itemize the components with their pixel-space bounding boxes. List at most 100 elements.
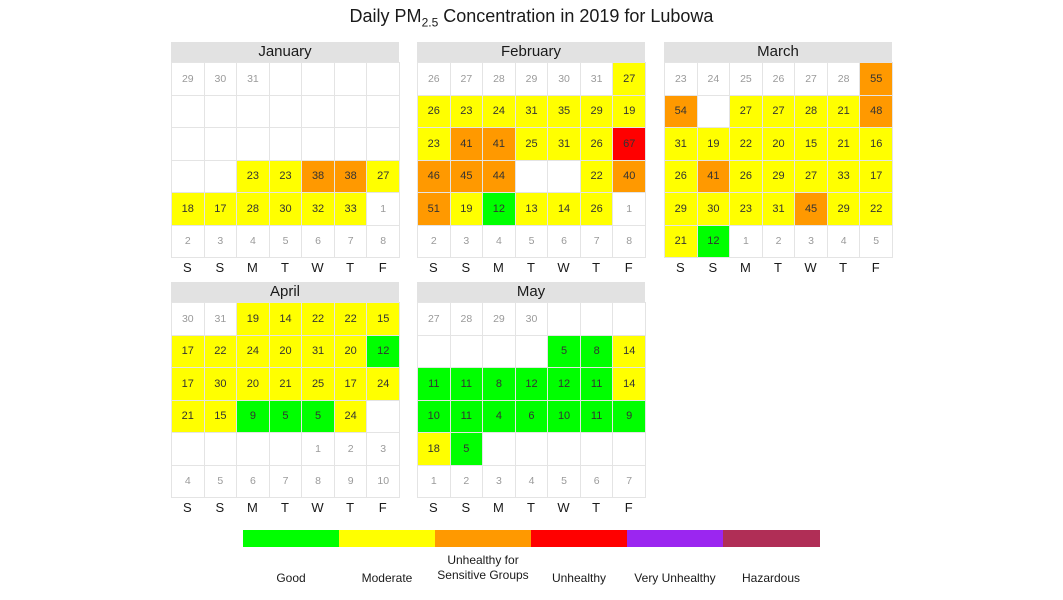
day-value-cell: 40 xyxy=(612,159,646,193)
day-value-cell: 10 xyxy=(417,399,451,433)
day-value-cell: 31 xyxy=(301,334,335,368)
weekday-label: T xyxy=(281,260,289,275)
day-value-cell: 17 xyxy=(203,192,238,226)
other-month-day-cell: 25 xyxy=(729,62,763,96)
weekday-label: S xyxy=(461,260,471,275)
day-value-cell: 15 xyxy=(366,302,400,336)
day-value-cell: 26 xyxy=(729,159,763,193)
day-value-cell: 12 xyxy=(547,367,581,401)
empty-day-cell xyxy=(547,432,581,466)
day-value-cell: 27 xyxy=(729,94,763,128)
day-value-cell: 17 xyxy=(859,159,893,193)
day-value-cell: 55 xyxy=(859,62,893,96)
other-month-day-cell: 27 xyxy=(449,62,484,96)
calendar-grid: 23 24 25 26 27 28 55 54 27 27 28 21 48 31 19 22 20 15 21 16… xyxy=(664,62,893,258)
day-value-cell: 26 xyxy=(664,159,698,193)
empty-day-cell xyxy=(366,94,400,128)
empty-day-cell xyxy=(333,94,368,128)
other-month-day-cell: 7 xyxy=(579,224,614,258)
month-title: May xyxy=(417,282,645,302)
day-value-cell: 27 xyxy=(761,94,796,128)
weekday-label: S xyxy=(428,500,438,515)
month-title: February xyxy=(417,42,645,62)
other-month-day-cell: 30 xyxy=(203,62,238,96)
weekday-label: M xyxy=(493,260,504,275)
month-panel-april: April 30 31 19 14 22 22 15 17 22 24 20 31 20 12 17 30 20 2… xyxy=(171,282,400,515)
day-value-cell: 5 xyxy=(547,334,581,368)
other-month-day-cell: 6 xyxy=(236,464,270,498)
other-month-day-cell: 4 xyxy=(514,464,549,498)
other-month-day-cell: 4 xyxy=(236,224,270,258)
other-month-day-cell: 8 xyxy=(612,224,646,258)
title-suffix: Concentration in 2019 for Lubowa xyxy=(438,6,714,26)
day-value-cell: 11 xyxy=(579,367,614,401)
other-month-day-cell: 7 xyxy=(333,224,368,258)
day-value-cell: 25 xyxy=(514,127,549,161)
other-month-day-cell: 30 xyxy=(547,62,581,96)
day-value-cell: 6 xyxy=(514,399,549,433)
legend-swatch xyxy=(723,530,820,547)
day-value-cell: 21 xyxy=(268,367,303,401)
day-value-cell: 21 xyxy=(826,94,861,128)
other-month-day-cell: 1 xyxy=(366,192,400,226)
day-value-cell: 27 xyxy=(612,62,646,96)
day-value-cell: 5 xyxy=(301,399,335,433)
weekday-label: M xyxy=(493,500,504,515)
day-value-cell: 8 xyxy=(482,367,516,401)
other-month-day-cell: 28 xyxy=(449,302,484,336)
day-value-cell: 9 xyxy=(612,399,646,433)
empty-day-cell xyxy=(366,399,400,433)
day-value-cell: 18 xyxy=(171,192,205,226)
day-value-cell: 30 xyxy=(696,192,731,226)
day-value-cell: 15 xyxy=(794,127,828,161)
empty-day-cell xyxy=(268,432,303,466)
weekday-label: S xyxy=(675,260,685,275)
empty-day-cell xyxy=(333,127,368,161)
legend-label: Very Unhealthy xyxy=(634,571,716,585)
weekday-label: T xyxy=(281,500,289,515)
other-month-day-cell: 28 xyxy=(826,62,861,96)
empty-day-cell xyxy=(547,159,581,193)
day-value-cell: 26 xyxy=(579,192,614,226)
day-value-cell: 26 xyxy=(579,127,614,161)
day-value-cell: 23 xyxy=(268,159,303,193)
empty-day-cell xyxy=(612,432,646,466)
other-month-day-cell: 5 xyxy=(514,224,549,258)
day-value-cell: 31 xyxy=(514,94,549,128)
day-value-cell: 5 xyxy=(449,432,484,466)
day-value-cell: 28 xyxy=(794,94,828,128)
day-value-cell: 22 xyxy=(203,334,238,368)
empty-day-cell xyxy=(514,159,549,193)
day-value-cell: 48 xyxy=(859,94,893,128)
weekday-label: T xyxy=(527,260,535,275)
other-month-day-cell: 1 xyxy=(612,192,646,226)
other-month-day-cell: 6 xyxy=(547,224,581,258)
day-value-cell: 29 xyxy=(826,192,861,226)
weekday-label: T xyxy=(527,500,535,515)
legend-swatch xyxy=(627,530,724,547)
day-value-cell: 17 xyxy=(171,367,205,401)
weekday-label: F xyxy=(624,500,633,515)
other-month-day-cell: 5 xyxy=(203,464,238,498)
month-panel-march: March 23 24 25 26 27 28 55 54 27 27 28 21 48 31 19 22 20 1… xyxy=(664,42,893,275)
empty-day-cell xyxy=(449,334,484,368)
other-month-day-cell: 3 xyxy=(794,224,828,258)
empty-day-cell xyxy=(333,62,368,96)
empty-day-cell xyxy=(203,127,238,161)
other-month-day-cell: 10 xyxy=(366,464,400,498)
weekday-label: W xyxy=(804,260,817,275)
day-value-cell: 41 xyxy=(696,159,731,193)
empty-day-cell xyxy=(612,302,646,336)
empty-day-cell xyxy=(236,432,270,466)
legend-swatch xyxy=(435,530,532,547)
other-month-day-cell: 5 xyxy=(268,224,303,258)
other-month-day-cell: 6 xyxy=(579,464,614,498)
day-value-cell: 11 xyxy=(417,367,451,401)
empty-day-cell xyxy=(268,62,303,96)
other-month-day-cell: 29 xyxy=(171,62,205,96)
day-value-cell: 9 xyxy=(236,399,270,433)
day-value-cell: 26 xyxy=(417,94,451,128)
empty-day-cell xyxy=(366,127,400,161)
